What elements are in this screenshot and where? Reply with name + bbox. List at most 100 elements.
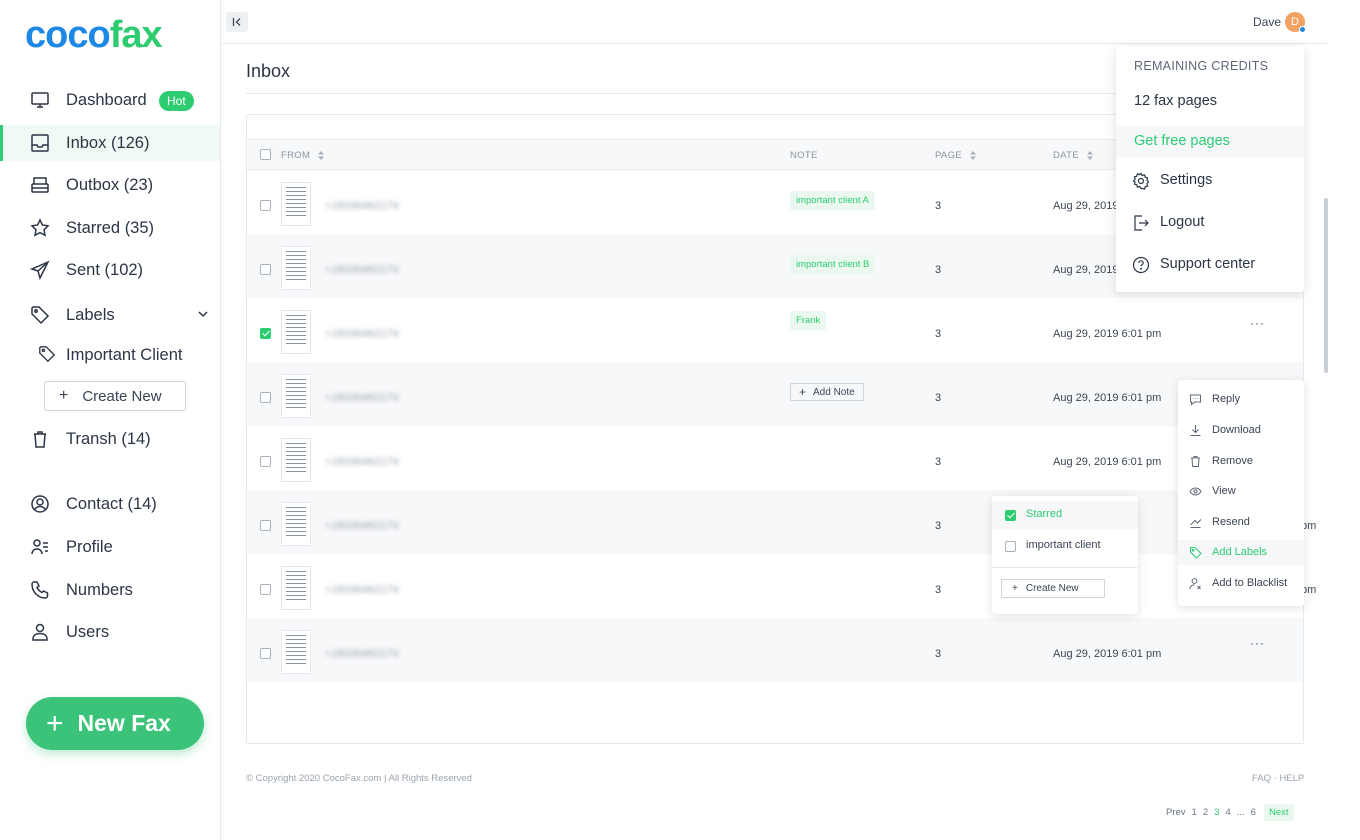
get-free-pages-link[interactable]: Get free pages [1116,126,1304,158]
more-actions-icon[interactable]: ··· [1250,316,1265,330]
create-label-button[interactable]: + Create New [44,381,186,411]
sidebar-item-label: Outbox (23) [66,175,154,194]
menu-item-reply[interactable]: Reply [1178,387,1304,412]
page-link[interactable]: 1 [1191,807,1197,818]
column-page[interactable]: PAGE [935,150,976,161]
row-checkbox[interactable] [260,520,271,531]
menu-item-add-labels[interactable]: Add Labels [1178,540,1304,565]
table-row[interactable]: +18336462174 + Add Note 3 Aug 29, 2019 6:01 … [247,362,1303,426]
sidebar-item-label: Dashboard [66,90,147,109]
note-tag[interactable]: important client A [790,191,875,210]
menu-item-add-to-blacklist[interactable]: Add to Blacklist [1178,571,1304,596]
sidebar-item-sent[interactable]: Sent (102) [0,252,220,288]
sidebar: cocofax Dashboard Hot Inbox (126) Outbox… [0,0,221,840]
sidebar-item-users[interactable]: Users [0,614,220,650]
sidebar-item-inbox[interactable]: Inbox (126) [0,125,220,161]
sidebar-item-starred[interactable]: Starred (35) [0,210,220,246]
avatar-initial: D [1291,16,1299,28]
fax-date: Aug 29, 2019 6:01 pm [1053,328,1162,340]
menu-item-logout[interactable]: Logout [1132,213,1302,237]
scrollbar[interactable] [1324,198,1328,373]
faq-help-links[interactable]: FAQ · HELP [1252,773,1305,784]
sidebar-item-label: Users [66,622,110,641]
new-fax-button[interactable]: + New Fax [26,697,204,750]
fax-thumbnail[interactable] [281,246,311,290]
menu-item-label: Add to Blacklist [1212,577,1288,589]
note-tag[interactable]: Frank [790,311,827,330]
next-page-button[interactable]: Next [1263,804,1294,821]
avatar[interactable]: D [1285,12,1306,33]
menu-item-label: Add Labels [1212,546,1268,558]
menu-item-label: View [1212,485,1236,497]
user-name[interactable]: Dave [1253,15,1282,29]
inbox-icon [30,133,50,153]
menu-item-settings[interactable]: Settings [1132,171,1302,195]
fax-date: pm [1301,520,1317,532]
menu-item-label: Logout [1160,214,1205,230]
from-number: +18336462174 [325,456,399,468]
column-date[interactable]: DATE [1053,150,1093,161]
menu-item-resend[interactable]: Resend [1178,510,1304,535]
page-link[interactable]: 4 [1225,807,1231,818]
collapse-sidebar-icon[interactable] [226,12,248,32]
page-link[interactable]: 6 [1250,807,1256,818]
sidebar-item-labels[interactable]: Labels [0,297,220,333]
fax-thumbnail[interactable] [281,310,311,354]
menu-item-download[interactable]: Download [1178,418,1304,443]
chevron-down-icon[interactable] [196,307,210,321]
table-row[interactable]: +18336462174 3 pm [247,554,1316,618]
contact-icon [30,494,50,514]
label-option-important-client[interactable]: important client [992,532,1138,560]
column-from[interactable]: FROM [281,150,325,161]
sidebar-item-important-client[interactable]: Important Client [0,337,220,373]
menu-item-label: Download [1212,424,1261,436]
fax-thumbnail[interactable] [281,438,311,482]
create-label-button[interactable]: + Create New [1001,579,1105,598]
prev-page-button[interactable]: Prev [1166,807,1186,818]
label-option-starred[interactable]: Starred [992,501,1138,529]
sidebar-item-numbers[interactable]: Numbers [0,572,220,608]
add-note-button[interactable]: + Add Note [790,383,864,401]
row-checkbox[interactable] [260,456,271,467]
page-count: 3 [935,520,942,532]
plus-icon: + [799,385,807,399]
download-icon [1189,424,1202,437]
row-checkbox[interactable] [260,200,271,211]
fax-thumbnail[interactable] [281,182,311,226]
sidebar-item-outbox[interactable]: Outbox (23) [0,167,220,203]
sidebar-item-contact[interactable]: Contact (14) [0,486,220,522]
row-checkbox[interactable] [260,328,271,339]
table-row[interactable]: +18336462174 3 Aug 29, 2019 6:01 pm [247,426,1303,490]
label-checkbox[interactable] [1005,541,1016,552]
row-checkbox[interactable] [260,584,271,595]
row-checkbox[interactable] [260,648,271,659]
row-checkbox[interactable] [260,264,271,275]
menu-item-remove[interactable]: Remove [1178,449,1304,474]
more-actions-icon[interactable]: ··· [1250,636,1265,650]
menu-item-support-center[interactable]: Support center [1132,255,1302,279]
menu-item-view[interactable]: View [1178,479,1304,504]
sidebar-item-dashboard[interactable]: Dashboard Hot [0,82,220,118]
row-checkbox[interactable] [260,392,271,403]
select-all-checkbox[interactable] [260,149,271,160]
note-tag[interactable]: important client B [790,255,876,274]
help-icon [1132,256,1150,274]
sidebar-item-label: Contact (14) [66,494,157,513]
table-row[interactable]: +18336462174 3 pm [247,490,1316,554]
page-link[interactable]: 2 [1202,807,1209,818]
table-row[interactable]: +18336462174 important client A 3 Aug 29, 2… [247,170,1303,234]
cocofax-logo[interactable]: cocofax [25,14,163,57]
page-link-current[interactable]: 3 [1214,807,1220,818]
fax-thumbnail[interactable] [281,374,311,418]
fax-thumbnail[interactable] [281,502,311,546]
table-row[interactable]: +18336462174 Frank 3 Aug 29, 2019 6:01 pm ··… [247,298,1303,362]
label-checkbox[interactable] [1005,510,1016,521]
fax-thumbnail[interactable] [281,566,311,610]
sidebar-item-profile[interactable]: Profile [0,529,220,565]
sidebar-item-trash[interactable]: Transh (14) [0,421,220,457]
from-number: +18336462174 [325,264,399,276]
top-bar: Dave D [221,0,1328,44]
account-dropdown: REMAINING CREDITS 12 fax pages Get free … [1116,46,1304,292]
table-row[interactable]: +18336462174 3 Aug 29, 2019 6:01 pm ··· [247,618,1303,682]
fax-thumbnail[interactable] [281,630,311,674]
